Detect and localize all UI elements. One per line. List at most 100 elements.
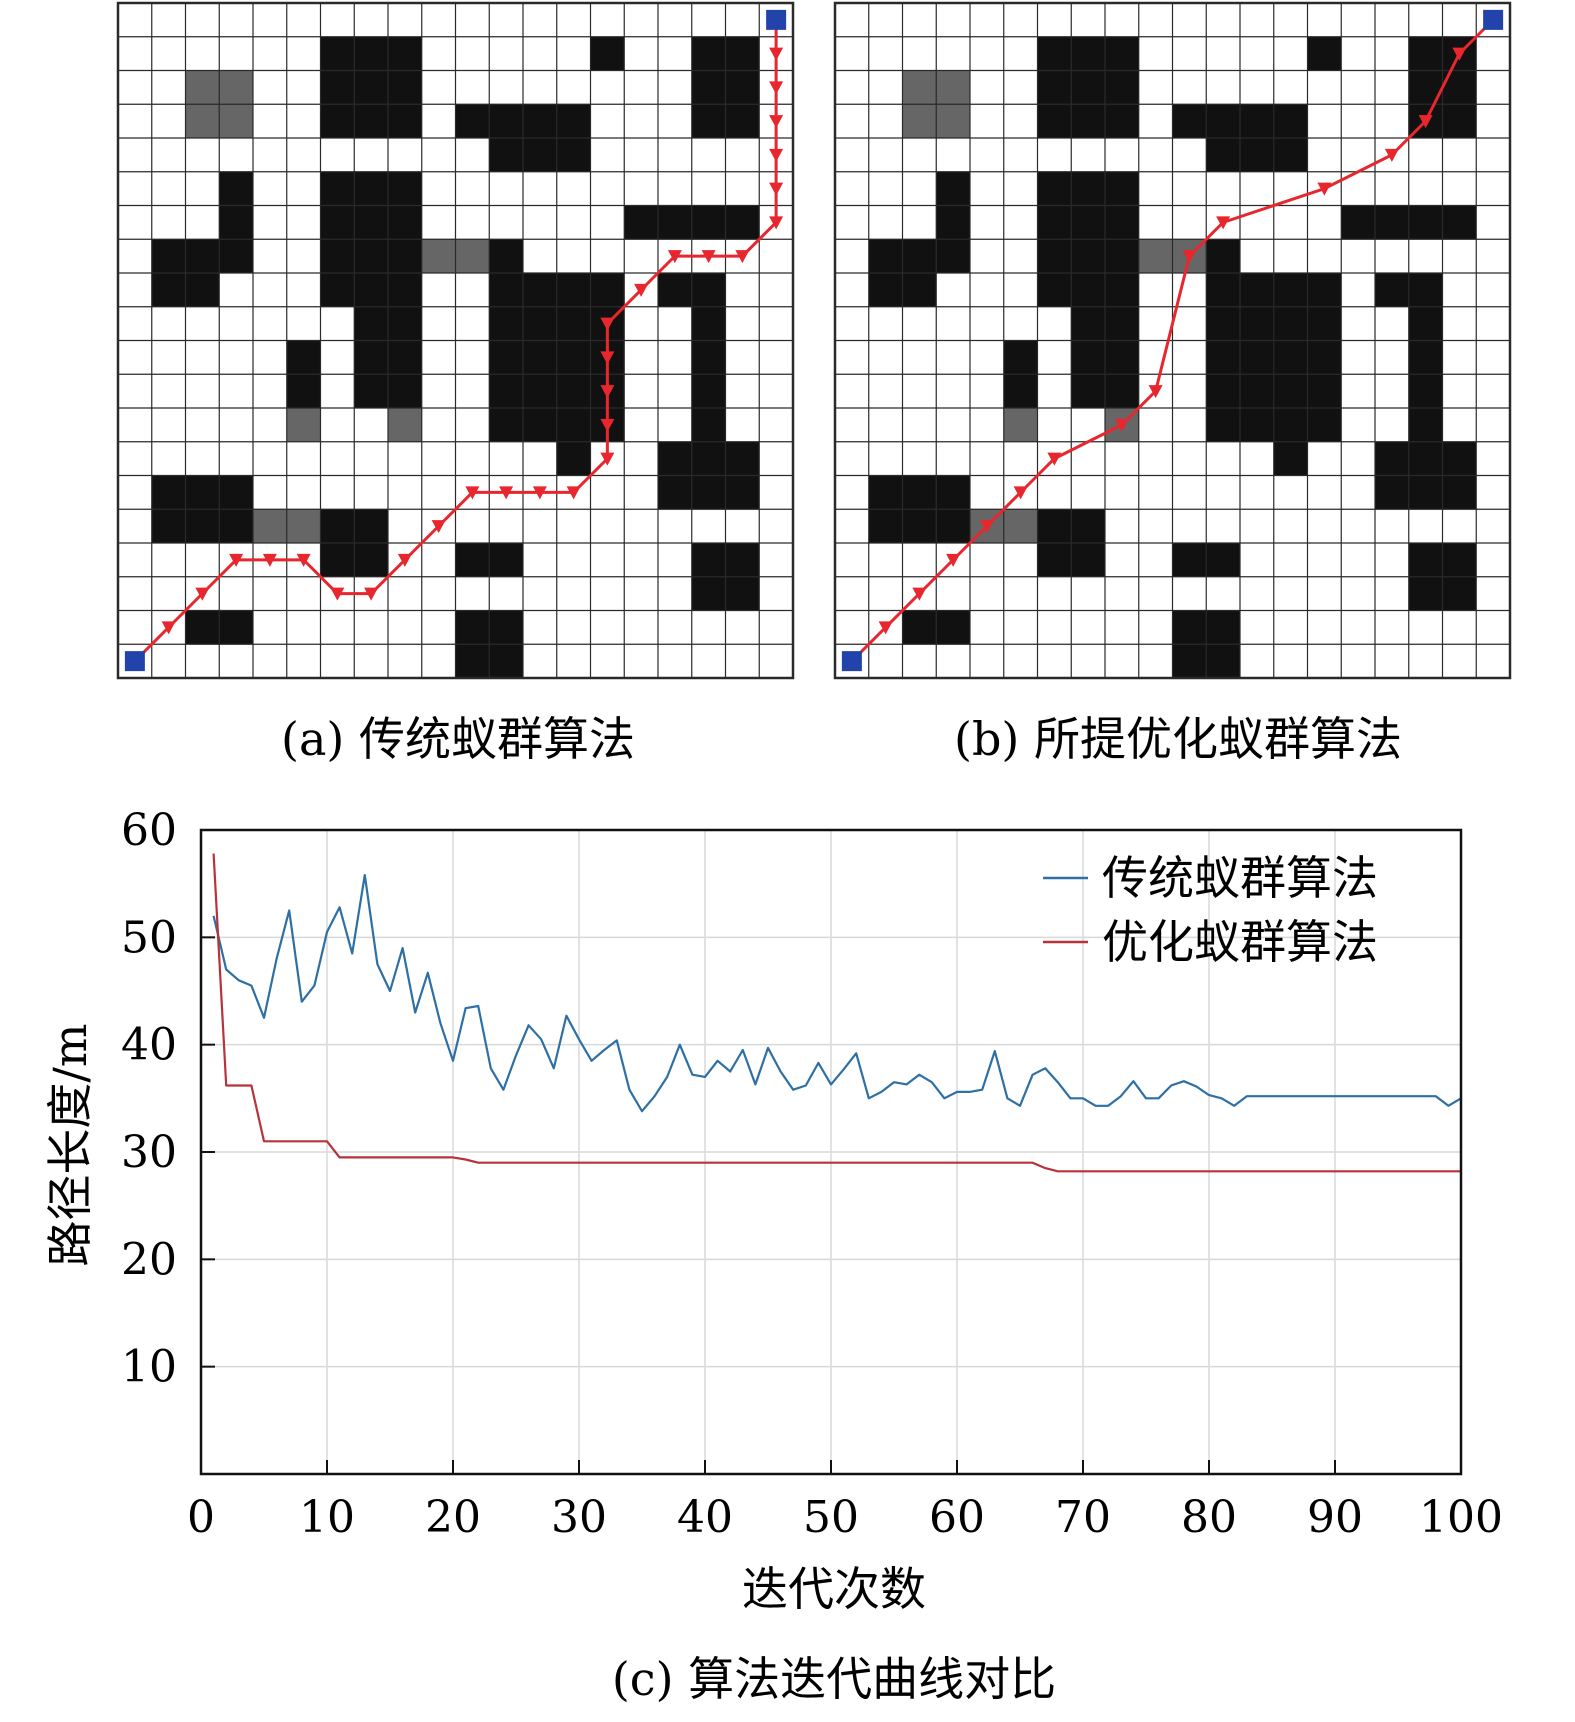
gray-cell <box>286 408 321 442</box>
path-waypoint-marker <box>912 587 927 601</box>
y-tick-label: 40 <box>121 1020 177 1071</box>
path-waypoint-marker <box>979 520 994 534</box>
y-tick-label: 30 <box>121 1127 177 1178</box>
path-waypoint-marker <box>1418 115 1433 129</box>
path-waypoint-marker <box>1114 418 1129 432</box>
path-waypoint-marker <box>769 47 784 61</box>
path-waypoint-marker <box>946 553 961 567</box>
path-waypoint-marker <box>499 486 514 500</box>
path-traditional-aco <box>133 19 784 663</box>
path-waypoint-marker <box>465 486 480 500</box>
path-waypoint-marker <box>296 553 311 567</box>
path-waypoint-marker <box>1216 216 1231 230</box>
path-waypoint-marker <box>600 317 615 331</box>
y-tick-label: 20 <box>121 1234 177 1285</box>
obstacle-cell <box>556 441 591 476</box>
obstacle-cell <box>1206 138 1308 172</box>
start-goal-markers <box>841 9 1504 672</box>
path-waypoint-marker <box>667 250 682 264</box>
chart-series <box>212 853 1462 1173</box>
start-marker <box>841 651 862 672</box>
y-tick-label: 10 <box>121 1342 177 1393</box>
series-line-2 <box>212 853 1461 1173</box>
x-axis-title: 迭代次数 <box>742 1562 926 1616</box>
series-line-1 <box>212 873 1462 1113</box>
path-waypoint-marker <box>600 385 615 399</box>
path-waypoint-marker <box>364 587 379 601</box>
chart-gridlines <box>201 830 1461 1474</box>
path-waypoint-marker <box>1317 182 1332 196</box>
obstacle-cell <box>936 171 970 273</box>
path-waypoint-marker <box>769 115 784 129</box>
gray-cell <box>1003 408 1038 442</box>
grid-map-optimized-aco <box>833 1 1512 680</box>
x-tick-label: 60 <box>929 1492 985 1543</box>
y-axis-title: 路径长度/m <box>43 1023 97 1266</box>
x-tick-label: 80 <box>1181 1492 1237 1543</box>
path-waypoint-marker <box>229 553 244 567</box>
path-waypoint-marker <box>600 418 615 432</box>
path-waypoint-marker <box>262 553 277 567</box>
obstacle-cell <box>1240 273 1342 442</box>
path-waypoint-marker <box>701 250 716 264</box>
caption-a: (a) 传统蚁群算法 <box>281 712 635 766</box>
path-waypoint-marker <box>330 587 345 601</box>
path-waypoint-marker <box>532 486 547 500</box>
grid-lines <box>834 2 1511 679</box>
path-waypoint-marker <box>566 486 581 500</box>
caption-c: (c) 算法迭代曲线对比 <box>612 1652 1056 1706</box>
path-waypoint-marker <box>735 250 750 264</box>
start-marker <box>124 651 145 672</box>
goal-marker <box>766 9 787 30</box>
x-tick-label: 90 <box>1307 1492 1363 1543</box>
obstacle-cell <box>1037 36 1139 138</box>
path-waypoint-marker <box>1047 452 1062 466</box>
obstacle-cell <box>320 36 422 138</box>
obstacle-cell <box>219 171 253 273</box>
path-waypoint-marker <box>634 283 649 297</box>
path-waypoint-marker <box>1182 250 1197 264</box>
caption-b: (b) 所提优化蚁群算法 <box>954 712 1402 766</box>
path-line <box>850 18 1495 663</box>
path-waypoint-marker <box>1148 385 1163 399</box>
x-tick-label: 40 <box>677 1492 733 1543</box>
y-tick-label: 60 <box>121 805 177 856</box>
path-optimized-aco <box>850 18 1495 663</box>
x-tick-label: 100 <box>1419 1492 1503 1543</box>
y-tick-label: 50 <box>121 912 177 963</box>
goal-marker <box>1483 9 1504 30</box>
legend-label-1: 传统蚁群算法 <box>1102 851 1378 905</box>
path-waypoint-marker <box>1384 148 1399 162</box>
path-waypoint-marker <box>1013 486 1028 500</box>
path-waypoint-marker <box>769 148 784 162</box>
grid-frame <box>833 1 1512 680</box>
x-tick-label: 30 <box>551 1492 607 1543</box>
x-tick-label: 70 <box>1055 1492 1111 1543</box>
path-waypoint-marker <box>195 587 210 601</box>
obstacle-cell <box>1307 36 1342 71</box>
obstacle-cell <box>1273 441 1308 476</box>
path-waypoint-marker <box>397 553 412 567</box>
legend-label-2: 优化蚁群算法 <box>1102 915 1378 969</box>
path-waypoint-marker <box>431 520 446 534</box>
iteration-curve-chart: 0 10 20 30 40 50 60 70 80 90 100 10 20 30 40 50 60 传统蚁群算… <box>43 805 1503 1616</box>
x-tick-label: 50 <box>803 1492 859 1543</box>
x-tick-label: 20 <box>425 1492 481 1543</box>
chart-ticks: 0 10 20 30 40 50 60 70 80 90 100 10 20 30 40 50 60 <box>121 805 1503 1543</box>
obstacle-cell <box>590 36 625 71</box>
grid-map-traditional-aco <box>116 1 795 680</box>
path-waypoint-marker <box>769 182 784 196</box>
path-waypoint-marker <box>600 351 615 365</box>
path-waypoint-marker <box>1452 47 1467 61</box>
path-waypoint-marker <box>600 452 615 466</box>
x-tick-label: 10 <box>299 1492 355 1543</box>
obstacle-cell <box>489 138 591 172</box>
path-waypoint-marker <box>878 621 893 635</box>
path-waypoint-marker <box>769 216 784 230</box>
grid-frame <box>116 1 795 680</box>
start-goal-markers <box>124 9 787 672</box>
x-tick-label: 0 <box>187 1492 215 1543</box>
gray-cell <box>388 408 422 442</box>
